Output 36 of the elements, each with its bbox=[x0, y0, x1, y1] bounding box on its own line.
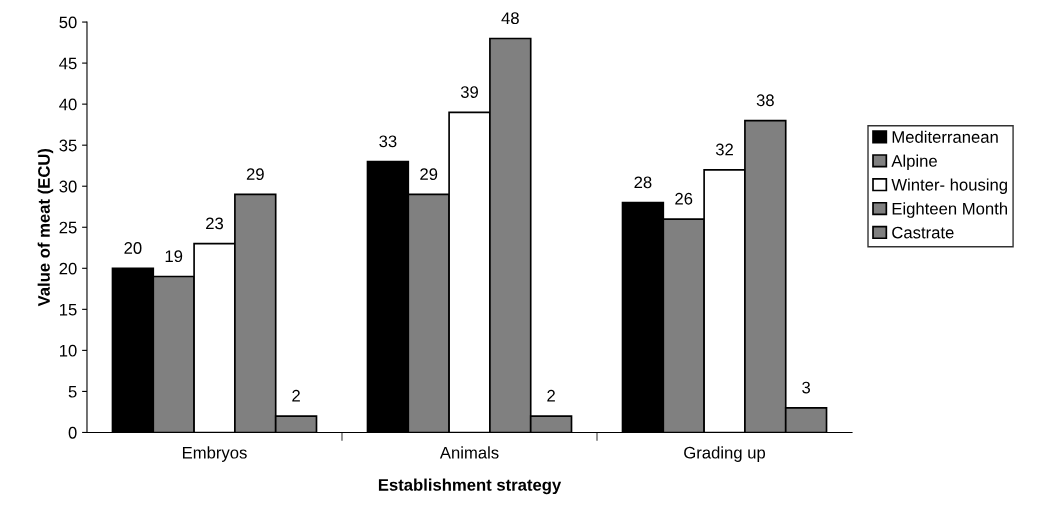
data-label: 29 bbox=[420, 168, 438, 181]
y-tick-label: 20 bbox=[59, 262, 77, 275]
legend-label: Winter- housing bbox=[891, 178, 1007, 194]
data-label: 33 bbox=[379, 135, 397, 148]
data-label: 38 bbox=[756, 94, 774, 107]
legend-label: Castrate bbox=[892, 226, 954, 239]
y-tick-label: 35 bbox=[59, 139, 77, 152]
data-label: 32 bbox=[715, 143, 733, 156]
legend-label: Mediterranean bbox=[892, 130, 998, 143]
data-label: 29 bbox=[246, 168, 264, 181]
x-axis-title: Establishment strategy bbox=[378, 478, 562, 495]
data-label: 28 bbox=[634, 176, 652, 189]
y-tick-label: 30 bbox=[59, 180, 77, 193]
data-label: 3 bbox=[802, 381, 811, 394]
data-label: 39 bbox=[460, 86, 478, 98]
y-tick-label: 5 bbox=[68, 385, 77, 398]
y-tick-label: 45 bbox=[59, 57, 77, 70]
x-tick-label: Embryos bbox=[182, 446, 247, 462]
legend-label: Alpine bbox=[891, 154, 937, 171]
x-tick-label: Grading up bbox=[684, 446, 766, 462]
y-tick-label: 0 bbox=[68, 426, 77, 439]
y-tick-label: 50 bbox=[59, 16, 77, 29]
data-label: 26 bbox=[675, 192, 693, 205]
data-label: 20 bbox=[124, 242, 142, 254]
data-label: 19 bbox=[165, 250, 183, 263]
data-label: 2 bbox=[547, 389, 555, 402]
legend-label: Eighteen Month bbox=[892, 202, 1008, 218]
data-label: 23 bbox=[206, 217, 224, 230]
y-tick-label: 10 bbox=[60, 344, 77, 357]
x-tick-label: Animals bbox=[439, 446, 499, 459]
y-axis-title: Value of meat (ECU) bbox=[37, 148, 54, 307]
data-label: 48 bbox=[501, 12, 519, 25]
data-label: 2 bbox=[292, 389, 300, 402]
y-tick-label: 25 bbox=[59, 221, 77, 234]
y-tick-label: 40 bbox=[59, 98, 77, 111]
y-tick-label: 15 bbox=[60, 303, 77, 316]
